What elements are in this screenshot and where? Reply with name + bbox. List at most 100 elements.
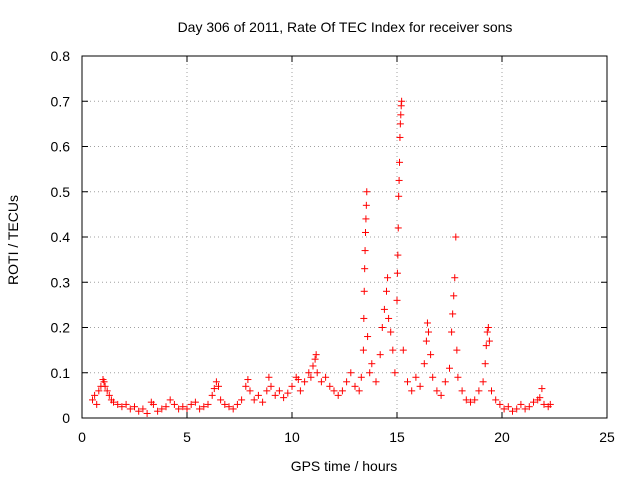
data-point bbox=[393, 296, 401, 304]
y-tick-label: 0.8 bbox=[51, 48, 71, 64]
data-point bbox=[288, 382, 296, 390]
data-point bbox=[334, 391, 342, 399]
data-point bbox=[483, 328, 491, 336]
data-point bbox=[311, 355, 319, 363]
data-point bbox=[275, 387, 283, 395]
data-point bbox=[351, 382, 359, 390]
data-point bbox=[396, 120, 404, 128]
data-point bbox=[233, 400, 241, 408]
data-point bbox=[385, 314, 393, 322]
data-point bbox=[398, 97, 406, 105]
data-point bbox=[509, 407, 516, 415]
data-point bbox=[441, 378, 449, 386]
data-point bbox=[204, 400, 212, 408]
data-point bbox=[250, 396, 258, 404]
data-point bbox=[423, 319, 431, 327]
data-point bbox=[259, 398, 267, 406]
data-point bbox=[363, 188, 371, 196]
x-tick-label: 15 bbox=[389, 429, 405, 445]
data-point bbox=[93, 400, 101, 408]
data-point bbox=[517, 400, 525, 408]
data-point bbox=[126, 405, 134, 413]
data-point bbox=[429, 373, 437, 381]
data-point bbox=[361, 265, 369, 273]
data-point bbox=[420, 360, 428, 368]
y-axis-label: ROTI / TECUs bbox=[5, 195, 21, 285]
data-point bbox=[453, 346, 461, 354]
data-point bbox=[312, 351, 320, 359]
data-point bbox=[317, 378, 325, 386]
data-point bbox=[149, 400, 157, 408]
data-point bbox=[307, 373, 315, 381]
data-point bbox=[412, 373, 420, 381]
data-point bbox=[355, 387, 363, 395]
data-point bbox=[448, 328, 456, 336]
data-point bbox=[357, 373, 365, 381]
data-point bbox=[360, 287, 368, 295]
data-point bbox=[343, 378, 351, 386]
data-point bbox=[479, 378, 487, 386]
data-point bbox=[454, 373, 462, 381]
data-point bbox=[244, 376, 252, 384]
data-point bbox=[313, 369, 321, 377]
data-point bbox=[265, 373, 273, 381]
data-point bbox=[387, 328, 395, 336]
axis-ticks: 0 5 10 15 20 25 0 0.1 0.2 0.3 0.4 0.5 0.6 0.7 0.8 bbox=[51, 48, 615, 445]
data-point bbox=[246, 387, 254, 395]
data-point bbox=[135, 407, 143, 415]
x-tick-label: 0 bbox=[78, 429, 86, 445]
data-point bbox=[95, 387, 103, 395]
data-point bbox=[404, 378, 411, 386]
data-point bbox=[416, 382, 424, 390]
data-point bbox=[384, 274, 392, 282]
grid bbox=[82, 56, 607, 418]
data-point bbox=[242, 382, 250, 390]
data-point bbox=[162, 403, 170, 411]
x-tick-label: 20 bbox=[494, 429, 510, 445]
data-point bbox=[208, 391, 216, 399]
x-tick-label: 25 bbox=[599, 429, 615, 445]
data-point bbox=[187, 400, 195, 408]
data-point bbox=[484, 324, 492, 331]
data-point bbox=[309, 362, 317, 370]
data-point bbox=[200, 403, 208, 411]
data-point bbox=[210, 385, 218, 393]
data-point bbox=[496, 400, 504, 408]
data-point bbox=[196, 405, 204, 413]
data-point bbox=[380, 305, 388, 313]
data-point bbox=[504, 403, 512, 411]
data-point bbox=[271, 391, 279, 399]
data-point bbox=[212, 378, 220, 386]
y-tick-label: 0 bbox=[62, 410, 70, 426]
data-point bbox=[458, 387, 466, 395]
data-point bbox=[538, 385, 546, 393]
data-point bbox=[361, 247, 369, 255]
data-point bbox=[462, 396, 470, 404]
data-point bbox=[267, 382, 275, 390]
data-point bbox=[376, 351, 384, 359]
data-point bbox=[143, 409, 151, 417]
data-point bbox=[105, 391, 113, 399]
data-point bbox=[451, 274, 459, 282]
data-point bbox=[372, 378, 380, 386]
data-point bbox=[330, 387, 338, 395]
data-point bbox=[338, 387, 346, 395]
data-point bbox=[118, 403, 126, 411]
data-point bbox=[170, 400, 178, 408]
data-point bbox=[347, 369, 355, 377]
data-point bbox=[103, 387, 111, 395]
data-point bbox=[179, 403, 187, 411]
data-point bbox=[301, 378, 309, 386]
y-tick-label: 0.4 bbox=[51, 229, 71, 245]
data-point bbox=[322, 373, 330, 381]
data-point bbox=[394, 251, 402, 259]
data-point bbox=[221, 400, 229, 408]
y-tick-label: 0.7 bbox=[51, 93, 71, 109]
data-point bbox=[225, 403, 233, 411]
data-point bbox=[368, 360, 376, 368]
data-point bbox=[294, 376, 302, 384]
data-point bbox=[110, 398, 117, 406]
data-point bbox=[500, 405, 508, 413]
y-tick-label: 0.6 bbox=[51, 139, 71, 155]
data-point bbox=[437, 391, 445, 399]
